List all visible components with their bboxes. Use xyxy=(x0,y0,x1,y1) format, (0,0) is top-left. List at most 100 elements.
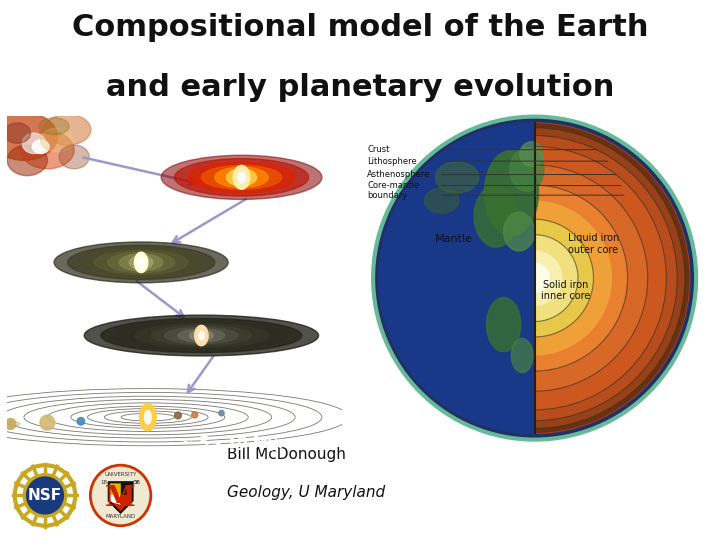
Polygon shape xyxy=(121,496,132,504)
Wedge shape xyxy=(534,185,628,371)
Text: OF: OF xyxy=(132,480,140,485)
Ellipse shape xyxy=(233,165,250,189)
Circle shape xyxy=(441,185,628,371)
Ellipse shape xyxy=(425,188,459,213)
Ellipse shape xyxy=(199,331,204,340)
Ellipse shape xyxy=(436,162,479,193)
Circle shape xyxy=(476,219,593,337)
Ellipse shape xyxy=(108,252,175,273)
Ellipse shape xyxy=(39,118,69,135)
Ellipse shape xyxy=(145,410,151,424)
Wedge shape xyxy=(534,262,550,294)
Wedge shape xyxy=(534,123,690,433)
Circle shape xyxy=(219,410,224,416)
Wedge shape xyxy=(534,235,578,321)
Ellipse shape xyxy=(485,150,539,235)
Ellipse shape xyxy=(135,252,148,273)
Circle shape xyxy=(457,201,612,355)
Ellipse shape xyxy=(140,403,156,431)
Ellipse shape xyxy=(511,339,533,373)
Ellipse shape xyxy=(7,145,48,176)
Text: Solid iron
inner core: Solid iron inner core xyxy=(541,280,590,301)
Text: ~ 2 Myr: ~ 2 Myr xyxy=(11,230,77,245)
Ellipse shape xyxy=(54,242,228,283)
Circle shape xyxy=(507,250,562,306)
Wedge shape xyxy=(534,136,677,421)
Circle shape xyxy=(491,235,578,321)
Ellipse shape xyxy=(139,258,143,267)
Polygon shape xyxy=(121,482,132,496)
Ellipse shape xyxy=(40,128,74,152)
Circle shape xyxy=(377,120,693,436)
Ellipse shape xyxy=(84,315,318,356)
Ellipse shape xyxy=(165,327,238,343)
Circle shape xyxy=(384,128,685,428)
Ellipse shape xyxy=(189,330,213,341)
Circle shape xyxy=(192,411,198,418)
Circle shape xyxy=(77,417,84,425)
Ellipse shape xyxy=(81,247,202,278)
Ellipse shape xyxy=(202,165,282,189)
Polygon shape xyxy=(109,496,121,504)
Ellipse shape xyxy=(174,159,308,196)
Ellipse shape xyxy=(215,167,269,187)
Ellipse shape xyxy=(22,133,45,153)
Ellipse shape xyxy=(178,329,225,342)
Ellipse shape xyxy=(21,131,74,169)
Ellipse shape xyxy=(130,255,153,269)
Text: boundary: boundary xyxy=(367,191,408,200)
Text: Asthenosphere: Asthenosphere xyxy=(367,170,431,179)
Wedge shape xyxy=(534,219,593,337)
Ellipse shape xyxy=(59,145,89,169)
Wedge shape xyxy=(534,146,666,410)
Circle shape xyxy=(24,475,66,516)
Text: M: M xyxy=(105,484,136,511)
Text: Lithosphere: Lithosphere xyxy=(367,157,417,166)
Circle shape xyxy=(90,465,151,526)
Ellipse shape xyxy=(227,169,256,186)
Ellipse shape xyxy=(161,155,322,199)
Text: Liquid iron
outer core: Liquid iron outer core xyxy=(568,233,619,255)
Ellipse shape xyxy=(68,245,215,279)
Ellipse shape xyxy=(0,113,58,160)
Circle shape xyxy=(421,165,648,391)
Ellipse shape xyxy=(135,323,269,347)
Polygon shape xyxy=(109,482,121,496)
Ellipse shape xyxy=(94,251,188,274)
Text: 56: 56 xyxy=(133,480,140,485)
Text: ~ 5 - 10 Myr: ~ 5 - 10 Myr xyxy=(181,436,286,451)
Ellipse shape xyxy=(520,141,543,166)
Text: NSF: NSF xyxy=(28,488,62,503)
Ellipse shape xyxy=(101,319,302,353)
Wedge shape xyxy=(534,250,562,306)
Text: 18: 18 xyxy=(101,480,108,485)
Text: and early planetary evolution: and early planetary evolution xyxy=(106,73,614,102)
Ellipse shape xyxy=(238,172,245,183)
Text: ~ 1 Myr: ~ 1 Myr xyxy=(228,138,294,153)
Text: ~ 3 Myr: ~ 3 Myr xyxy=(202,295,268,309)
Text: Crust: Crust xyxy=(367,145,390,154)
Ellipse shape xyxy=(32,140,49,153)
Text: MARYLAND: MARYLAND xyxy=(105,514,136,519)
Text: Bill McDonough: Bill McDonough xyxy=(227,447,346,462)
Wedge shape xyxy=(534,165,648,391)
Text: UNIVERSITY: UNIVERSITY xyxy=(104,472,137,477)
Text: Geology, U Maryland: Geology, U Maryland xyxy=(227,484,385,500)
Ellipse shape xyxy=(487,298,521,352)
Ellipse shape xyxy=(4,123,31,143)
Polygon shape xyxy=(109,482,132,512)
Text: Compositional model of the Earth: Compositional model of the Earth xyxy=(72,14,648,43)
Text: Core-mantle: Core-mantle xyxy=(367,181,419,190)
Circle shape xyxy=(5,418,16,429)
Circle shape xyxy=(403,146,666,410)
Ellipse shape xyxy=(194,325,208,346)
Wedge shape xyxy=(377,120,534,436)
Ellipse shape xyxy=(474,185,518,247)
Circle shape xyxy=(392,136,677,421)
Wedge shape xyxy=(534,128,685,428)
Circle shape xyxy=(379,123,690,433)
Ellipse shape xyxy=(44,114,91,145)
Ellipse shape xyxy=(188,162,295,193)
Ellipse shape xyxy=(151,326,251,346)
Circle shape xyxy=(174,412,181,419)
